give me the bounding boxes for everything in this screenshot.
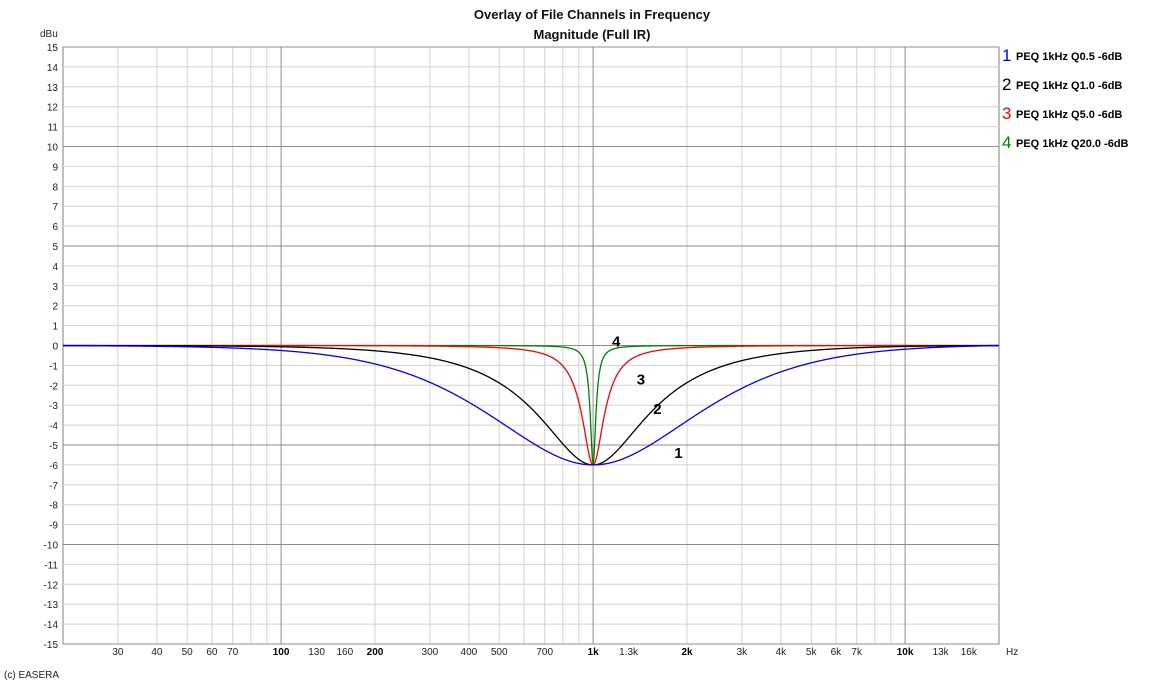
curve-label-2: 2 <box>653 401 661 418</box>
x-tick-label: 7k <box>851 647 863 658</box>
x-tick-label: 50 <box>182 647 194 658</box>
curve-label-1: 1 <box>674 445 682 462</box>
y-tick-label: 0 <box>52 342 58 353</box>
y-tick-label: 1 <box>52 322 58 333</box>
legend-number-2: 2 <box>1002 75 1011 94</box>
y-tick-label: -9 <box>49 521 58 532</box>
x-tick-label: 200 <box>367 647 384 658</box>
y-tick-label: -5 <box>49 441 58 452</box>
y-tick-label: -10 <box>44 541 59 552</box>
y-tick-label: -15 <box>44 640 59 651</box>
x-tick-label: 1k <box>588 647 600 658</box>
legend-number-4: 4 <box>1002 133 1011 152</box>
copyright-text: (c) EASERA <box>4 670 59 681</box>
x-tick-label: 130 <box>308 647 325 658</box>
x-tick-label: 300 <box>422 647 439 658</box>
y-tick-label: -7 <box>49 481 58 492</box>
series-line-1 <box>63 345 1000 466</box>
y-tick-label: -8 <box>49 501 58 512</box>
x-tick-label: 70 <box>227 647 239 658</box>
y-tick-label: -1 <box>49 361 58 372</box>
legend-number-3: 3 <box>1002 104 1011 123</box>
x-tick-label: 6k <box>831 647 843 658</box>
y-tick-label: -2 <box>49 381 58 392</box>
y-axis-unit: dBu <box>40 29 58 40</box>
x-tick-label: 100 <box>273 647 290 658</box>
y-tick-label: 5 <box>52 242 58 253</box>
x-tick-label: 40 <box>151 647 163 658</box>
series-line-2 <box>63 344 999 466</box>
x-tick-label: 10k <box>897 647 914 658</box>
x-tick-label: 1.3k <box>619 647 639 658</box>
y-tick-label: 12 <box>47 103 59 114</box>
y-tick-label: 15 <box>47 43 59 54</box>
y-tick-label: -13 <box>44 600 59 611</box>
y-tick-label: 6 <box>52 222 58 233</box>
y-tick-label: 2 <box>52 302 58 313</box>
chart-title: Overlay of File Channels in Frequency <box>474 7 711 22</box>
legend-label-2: PEQ 1kHz Q1.0 -6dB <box>1016 80 1122 92</box>
x-tick-label: 30 <box>112 647 124 658</box>
y-tick-label: 4 <box>52 262 58 273</box>
y-tick-label: -3 <box>49 401 58 412</box>
x-tick-label: 3k <box>737 647 749 658</box>
y-tick-label: -12 <box>44 580 59 591</box>
x-tick-label: 500 <box>491 647 508 658</box>
y-tick-label: 9 <box>52 162 58 173</box>
x-tick-label: 4k <box>776 647 788 658</box>
y-tick-label: 7 <box>52 202 58 213</box>
y-tick-label: 11 <box>48 123 59 134</box>
y-tick-label: -4 <box>49 421 58 432</box>
y-tick-label: -6 <box>49 461 58 472</box>
legend-label-3: PEQ 1kHz Q5.0 -6dB <box>1016 109 1122 121</box>
legend-label-4: PEQ 1kHz Q20.0 -6dB <box>1016 138 1129 150</box>
y-tick-label: 13 <box>47 83 59 94</box>
curve-label-3: 3 <box>637 371 645 388</box>
x-tick-label: 13k <box>933 647 950 658</box>
curve-label-4: 4 <box>612 334 621 351</box>
y-tick-labels: 1514131211109876543210-1-2-3-4-5-6-7-8-9… <box>44 43 59 651</box>
x-tick-labels: 30 40 50 60 70 100 130 160 200 300 400 500 700 1k 1.3k… <box>112 647 978 658</box>
x-tick-label: 60 <box>206 647 218 658</box>
x-tick-label: 160 <box>336 647 353 658</box>
x-tick-label: 700 <box>536 647 553 658</box>
x-tick-label: 2k <box>681 647 693 658</box>
x-tick-label: 400 <box>461 647 478 658</box>
chart-subtitle: Magnitude (Full IR) <box>534 27 651 42</box>
x-tick-label: 5k <box>806 647 818 658</box>
y-tick-label: 3 <box>52 282 58 293</box>
legend-number-1: 1 <box>1002 46 1011 65</box>
curves <box>63 344 1000 466</box>
y-tick-label: -14 <box>44 620 59 631</box>
x-axis-unit: Hz <box>1006 647 1018 658</box>
y-tick-label: -11 <box>44 560 58 571</box>
legend-label-1: PEQ 1kHz Q0.5 -6dB <box>1016 51 1122 63</box>
x-tick-label: 16k <box>961 647 978 658</box>
y-tick-label: 10 <box>47 143 59 154</box>
curve-annotations: 1 23 4 <box>612 334 683 463</box>
y-tick-label: 8 <box>52 182 58 193</box>
y-tick-label: 14 <box>47 63 59 74</box>
